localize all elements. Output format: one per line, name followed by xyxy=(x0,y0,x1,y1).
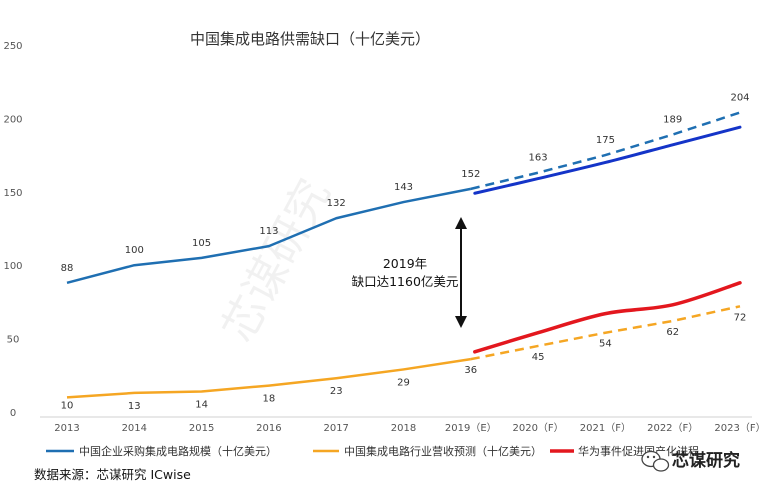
huawei-line xyxy=(473,281,742,354)
x-tick-label: 2015 xyxy=(189,423,214,434)
y-tick-label: 100 xyxy=(3,261,22,272)
supply-data-label: 29 xyxy=(397,377,410,388)
demand-data-label: 204 xyxy=(730,93,749,104)
legend-label-huawei: 华为事件促进国产化进程 xyxy=(578,444,699,458)
legend: 中国企业采购集成电路规模（十亿美元） 中国集成电路行业营收预测（十亿美元） 华为… xyxy=(46,444,699,458)
x-tick-label: 2013 xyxy=(54,423,79,434)
supply-data-label: 72 xyxy=(734,312,747,323)
gap-arrow-head-up xyxy=(455,217,467,229)
supply-data-label: 45 xyxy=(532,352,545,363)
demand-line-forecast xyxy=(470,111,741,191)
demand-data-label: 143 xyxy=(394,182,413,193)
supply-data-label: 23 xyxy=(330,386,343,397)
supply-data-label: 18 xyxy=(263,394,276,405)
y-tick-label: 200 xyxy=(3,114,22,125)
data-labels: 88 100 105 113 132 143 152 163 175 189 204 10 13 14 18… xyxy=(61,93,750,412)
demand-line-adjusted xyxy=(473,125,742,195)
x-tick-label: 2021（F） xyxy=(580,422,631,434)
y-tick-label: 250 xyxy=(3,41,22,52)
legend-label-demand: 中国企业采购集成电路规模（十亿美元） xyxy=(79,444,277,458)
logo: 芯谋研究 xyxy=(641,450,740,472)
y-tick-label: 150 xyxy=(3,188,22,199)
x-tick-label: 2023（F） xyxy=(714,422,765,434)
y-tick-label: 0 xyxy=(10,408,16,419)
supply-line-actual xyxy=(66,357,471,399)
demand-data-label: 113 xyxy=(259,226,278,237)
x-tick-label: 2018 xyxy=(391,423,416,434)
wechat-icon xyxy=(641,450,670,472)
demand-line-actual xyxy=(66,187,472,285)
series-layer xyxy=(66,111,742,399)
x-axis: 2013 2014 2015 2016 2017 2018 2019（E） 2020（F） 20… xyxy=(40,416,766,434)
supply-data-label: 54 xyxy=(599,339,612,350)
source-note: 数据来源：芯谋研究 ICwise xyxy=(34,467,191,482)
gap-annotation: 2019年 缺口达1160亿美元 xyxy=(352,217,467,328)
supply-data-label: 62 xyxy=(666,327,679,338)
chart-title: 中国集成电路供需缺口（十亿美元） xyxy=(190,30,430,48)
x-tick-label: 2019（E） xyxy=(445,422,497,434)
legend-label-supply: 中国集成电路行业营收预测（十亿美元） xyxy=(344,444,542,458)
y-tick-label: 50 xyxy=(7,335,20,346)
demand-data-label: 105 xyxy=(192,238,211,249)
demand-data-label: 100 xyxy=(125,245,144,256)
x-tick-label: 2016 xyxy=(256,423,281,434)
x-tick-label: 2020（F） xyxy=(512,422,563,434)
logo-text: 芯谋研究 xyxy=(672,450,740,471)
gap-annotation-line2: 缺口达1160亿美元 xyxy=(352,274,459,289)
demand-data-label: 152 xyxy=(461,169,480,180)
x-tick-label: 2014 xyxy=(122,423,147,434)
supply-data-label: 36 xyxy=(464,365,477,376)
demand-data-label: 175 xyxy=(596,135,615,146)
demand-data-label: 163 xyxy=(529,153,548,164)
supply-data-label: 14 xyxy=(195,399,208,410)
gap-annotation-line1: 2019年 xyxy=(383,256,427,271)
x-tick-label: 2022（F） xyxy=(647,422,698,434)
demand-data-label: 132 xyxy=(327,198,346,209)
demand-data-label: 189 xyxy=(663,115,682,126)
supply-data-label: 13 xyxy=(128,401,141,412)
y-axis: 0 50 100 150 200 250 xyxy=(3,41,22,419)
demand-data-label: 88 xyxy=(61,263,74,274)
x-tick-label: 2017 xyxy=(323,423,348,434)
gap-arrow-head-down xyxy=(455,316,467,328)
supply-data-label: 10 xyxy=(61,400,74,411)
supply-line-forecast xyxy=(470,305,741,361)
